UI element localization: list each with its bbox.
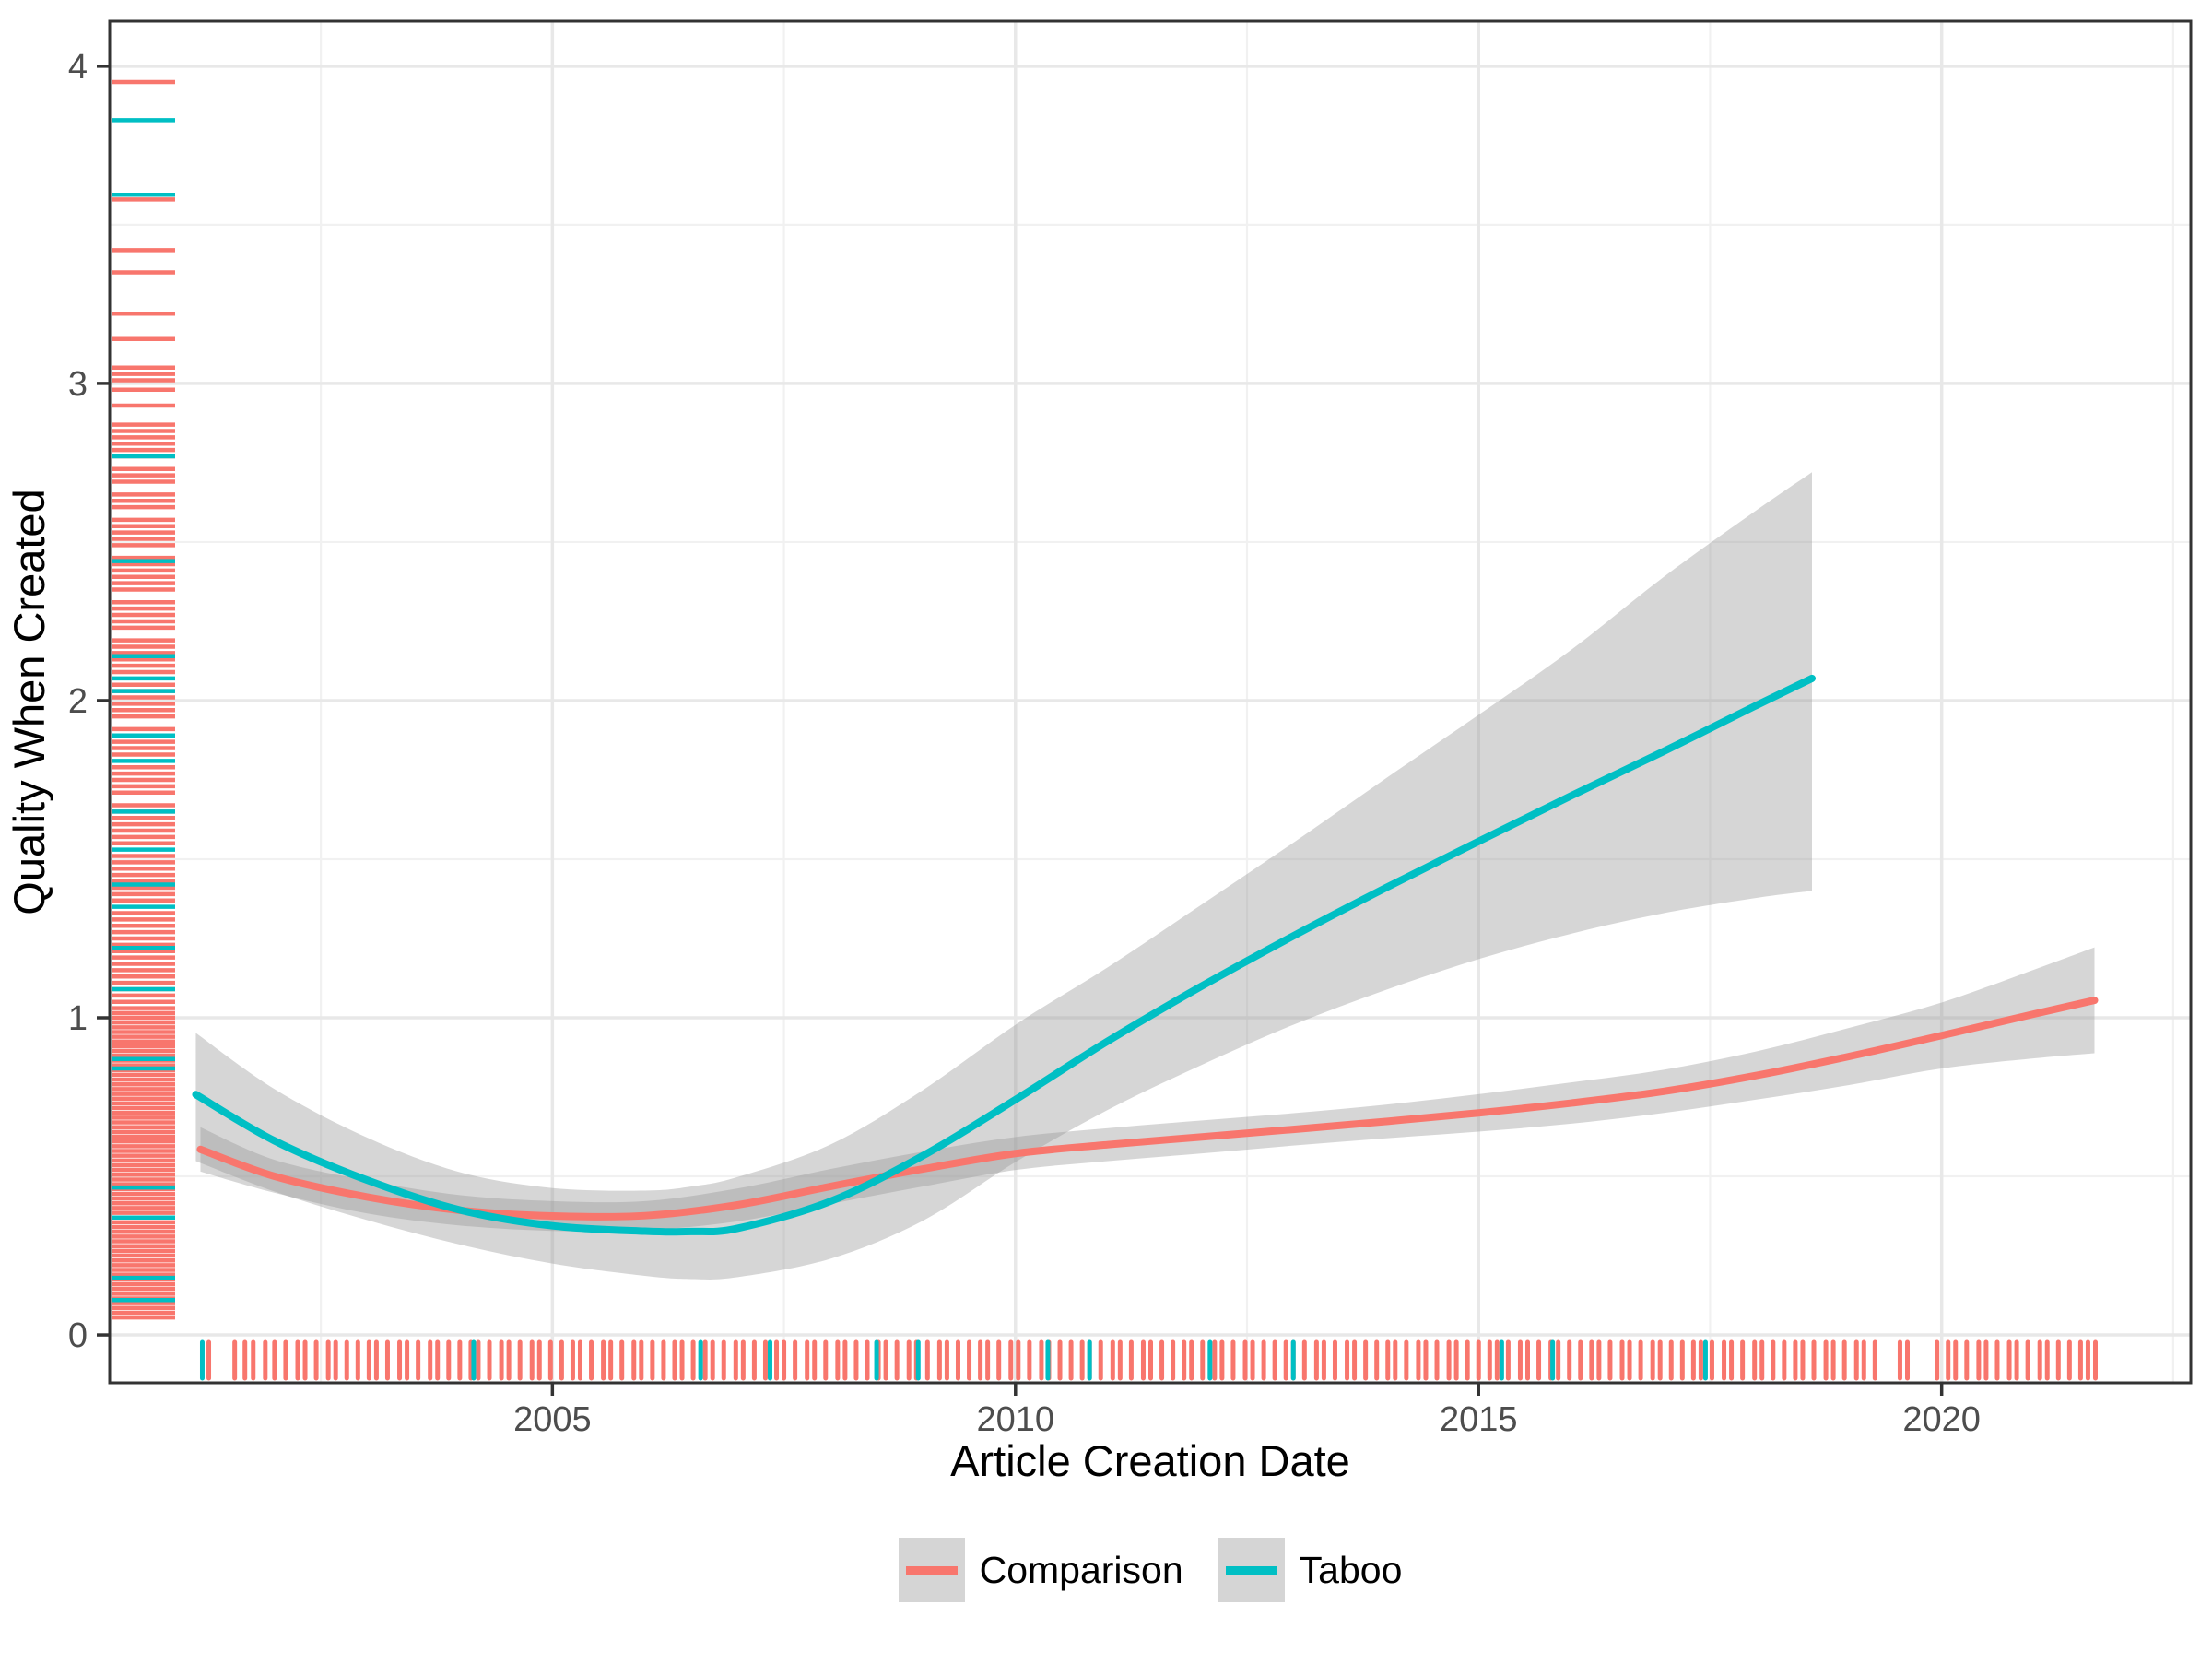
axis-tick-labels: 2005 2010 2015 2020 0 1 2 3 4 bbox=[68, 48, 1981, 1439]
legend-key-comparison bbox=[898, 1538, 965, 1602]
legend-key-taboo bbox=[1218, 1538, 1285, 1602]
y-axis-title: Quality When Created bbox=[5, 489, 53, 915]
x-tick-label: 2005 bbox=[513, 1400, 592, 1439]
trend-line-comparison bbox=[196, 997, 2099, 1221]
axis-tick-marks bbox=[97, 65, 1944, 1396]
legend-label-comparison: Comparison bbox=[979, 1548, 1183, 1591]
x-axis-title: Article Creation Date bbox=[950, 1436, 1350, 1485]
y-tick-label: 4 bbox=[68, 48, 88, 87]
y-tick-label: 2 bbox=[68, 682, 88, 721]
legend-item-taboo: Taboo bbox=[1218, 1538, 1403, 1602]
legend-item-comparison: Comparison bbox=[898, 1538, 1183, 1602]
legend: Comparison Taboo bbox=[110, 1538, 2191, 1602]
y-tick-label: 1 bbox=[68, 999, 88, 1038]
rug-marks bbox=[112, 79, 2098, 1381]
legend-label-taboo: Taboo bbox=[1299, 1548, 1403, 1591]
y-tick-label: 3 bbox=[68, 365, 88, 404]
taboo-line-swatch bbox=[1225, 1565, 1277, 1575]
trend-line-taboo bbox=[192, 674, 1816, 1236]
y-tick-label: 0 bbox=[68, 1316, 88, 1355]
comparison-line-swatch bbox=[905, 1565, 958, 1575]
trend-lines bbox=[192, 674, 2099, 1236]
x-tick-label: 2020 bbox=[1902, 1400, 1981, 1439]
grid-major bbox=[110, 21, 2191, 1383]
x-tick-label: 2010 bbox=[977, 1400, 1055, 1439]
x-tick-label: 2015 bbox=[1440, 1400, 1518, 1439]
